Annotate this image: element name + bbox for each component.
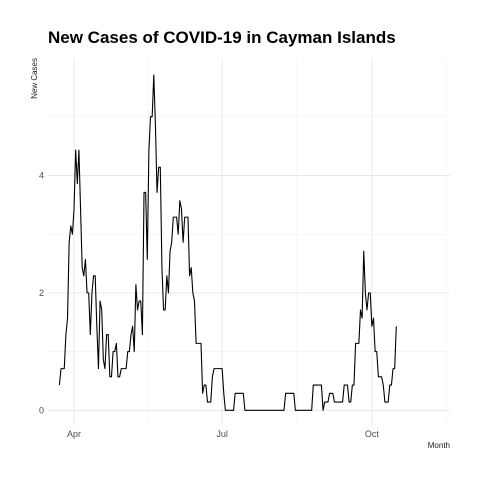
x-tick-label: Apr <box>67 429 81 439</box>
x-tick-label: Jul <box>216 429 228 439</box>
chart-title: New Cases of COVID-19 in Cayman Islands <box>48 28 396 47</box>
x-tick-label: Oct <box>365 429 380 439</box>
y-axis-title: New Cases <box>30 58 39 99</box>
y-tick-label: 0 <box>39 405 44 415</box>
x-axis-title: Month <box>428 441 450 450</box>
y-tick-label: 2 <box>39 288 44 298</box>
y-tick-label: 4 <box>39 170 44 180</box>
